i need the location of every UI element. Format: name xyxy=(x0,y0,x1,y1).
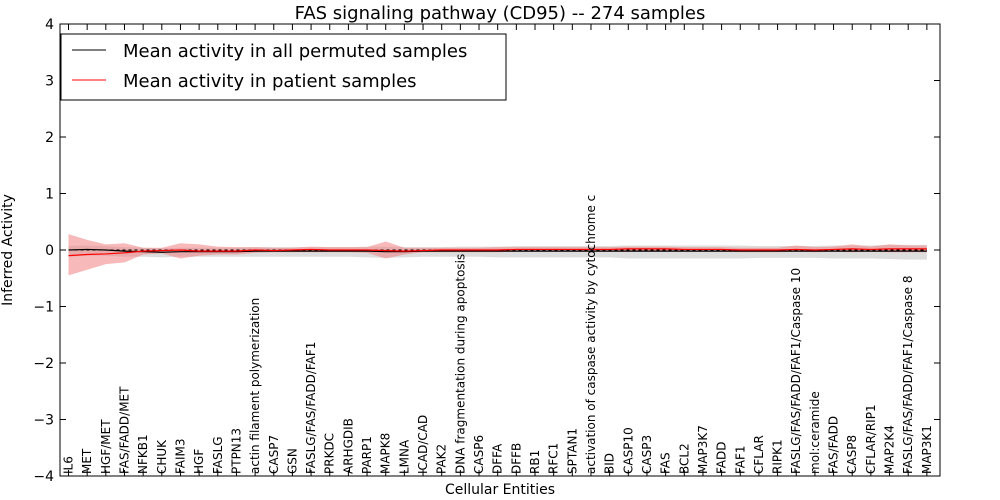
x-tick-label: SPTAN1 xyxy=(565,428,579,474)
x-tick-label: FAS xyxy=(659,452,673,474)
x-tick-label: FADD xyxy=(715,442,729,475)
x-tick-label: IL6 xyxy=(62,456,76,474)
y-tick-label: 1 xyxy=(45,187,54,203)
x-tick-label: CHUK xyxy=(155,439,169,474)
x-tick-label: CASP10 xyxy=(621,427,635,474)
legend: Mean activity in all permuted samples Me… xyxy=(60,33,507,101)
x-tick-label: FASLG/FAS/FADD/FAF1/Caspase 8 xyxy=(901,276,915,475)
x-tick-label: HGF/MET xyxy=(99,419,113,474)
x-tick-label: BCL2 xyxy=(677,443,691,474)
x-tick-label: CASP7 xyxy=(267,435,281,474)
x-tick-label: CFLAR xyxy=(752,435,766,474)
x-tick-label: MAP3K1 xyxy=(920,425,934,474)
y-tick-label: −3 xyxy=(33,413,54,429)
line-patient-mean xyxy=(68,248,927,257)
x-tick-label: CFLAR/RIP1 xyxy=(864,404,878,474)
y-tick-label: 2 xyxy=(45,130,54,146)
x-tick-label: FAS/FADD xyxy=(827,416,841,474)
x-tick-label: DFFA xyxy=(491,443,505,474)
x-tick-label: RIPK1 xyxy=(771,439,785,474)
y-tick-label: −4 xyxy=(33,469,54,485)
x-tick-label: ICAD/CAD xyxy=(416,415,430,474)
x-tick-label: MAP3K7 xyxy=(696,425,710,474)
x-tick-label: FAS/FADD/MET xyxy=(117,386,131,474)
x-tick-label: FASLG/FAS/FADD/FAF1 xyxy=(304,342,318,474)
x-axis: IL6 MET HGF/MET FAS/FADD/MET NFKB1 CHUK FAIM3 H… xyxy=(62,24,934,476)
x-tick-label: FAIM3 xyxy=(173,438,187,474)
x-tick-label: CASP6 xyxy=(472,435,486,474)
legend-label-patient: Mean activity in patient samples xyxy=(123,71,417,92)
x-tick-label: ARHGDIB xyxy=(341,418,355,474)
x-tick-label: MET xyxy=(80,448,94,474)
legend-frame xyxy=(60,33,507,101)
legend-label-permuted: Mean activity in all permuted samples xyxy=(123,41,467,62)
x-tick-label: CASP8 xyxy=(845,435,859,474)
x-tick-label: mol:ceramide xyxy=(808,391,822,474)
x-tick-label: HGF xyxy=(192,449,206,474)
y-tick-label: 3 xyxy=(45,74,54,90)
x-tick-label: FASLG xyxy=(211,436,225,474)
chart-title: FAS signaling pathway (CD95) -- 274 samp… xyxy=(295,3,706,24)
x-axis-label: Cellular Entities xyxy=(445,482,555,498)
x-tick-label: RB1 xyxy=(528,450,542,474)
x-tick-label: NFKB1 xyxy=(136,434,150,474)
x-tick-label: FAF1 xyxy=(733,445,747,474)
x-tick-label: activation of caspase activity by cytoch… xyxy=(584,195,598,474)
y-axis-label: Inferred Activity xyxy=(0,194,16,306)
x-tick-label: GSN xyxy=(285,448,299,474)
x-tick-label: actin filament polymerization xyxy=(248,298,262,474)
x-tick-label: MAPK8 xyxy=(379,433,393,474)
x-tick-label: PAK2 xyxy=(435,444,449,474)
x-tick-label: FASLG/FAS/FADD/FAF1/Caspase 10 xyxy=(789,268,803,474)
y-tick-label: 4 xyxy=(45,17,54,33)
x-tick-label: PARP1 xyxy=(360,436,374,474)
y-axis: 4 3 2 1 0 −1 −2 −3 −4 xyxy=(33,17,940,485)
x-tick-label: DNA fragmentation during apoptosis xyxy=(453,254,467,474)
x-tick-label: CASP3 xyxy=(640,435,654,474)
y-tick-label: −1 xyxy=(33,300,54,316)
x-tick-label: MAP2K4 xyxy=(883,425,897,474)
x-tick-label: PTPN13 xyxy=(229,428,243,474)
y-tick-label: 0 xyxy=(45,243,54,259)
x-tick-label: RFC1 xyxy=(547,443,561,474)
y-tick-label: −2 xyxy=(33,356,54,372)
x-tick-label: BID xyxy=(603,453,617,474)
x-tick-label: PRKDC xyxy=(323,433,337,474)
x-tick-label: DFFB xyxy=(509,443,523,474)
x-tick-label: LMNA xyxy=(397,439,411,474)
